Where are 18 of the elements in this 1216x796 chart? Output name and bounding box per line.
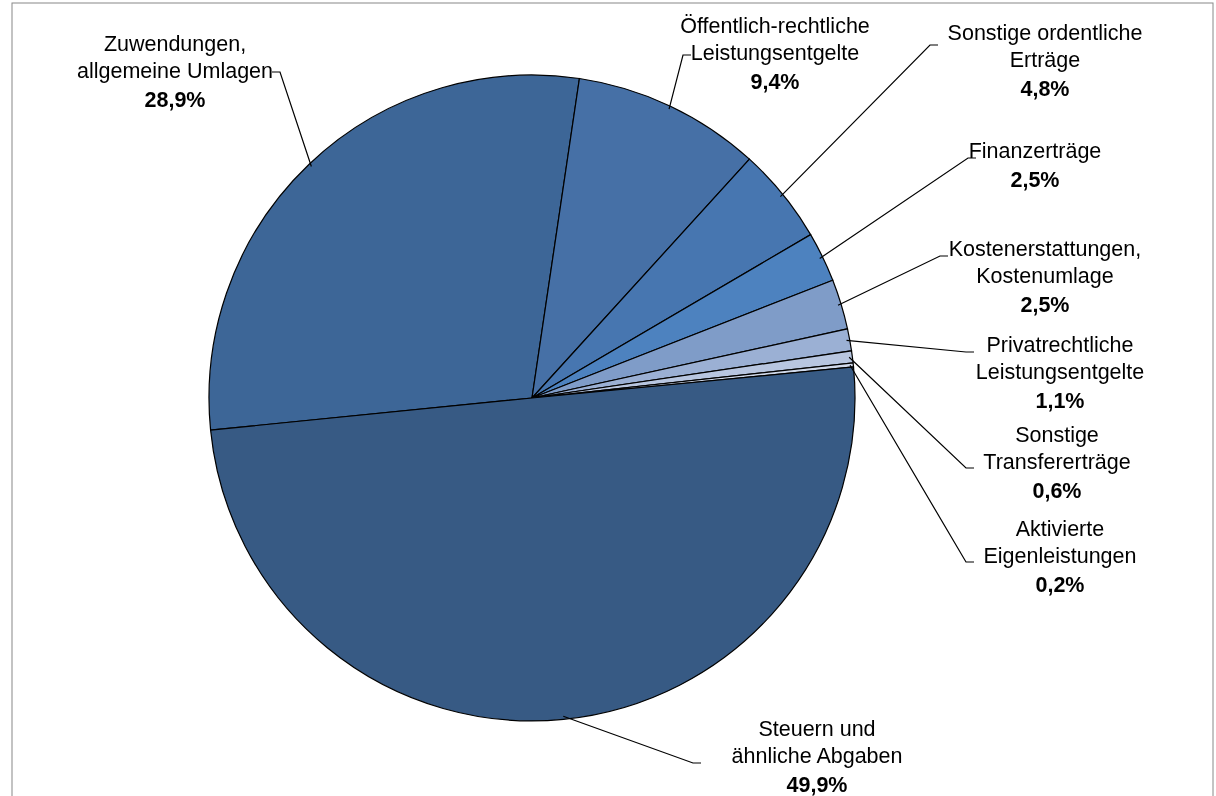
data-label: 0,6% [1032,479,1082,503]
data-label: 28,9% [144,88,206,112]
data-label: 2,5% [1020,293,1070,317]
data-label: 9,4% [750,70,800,94]
slice-label: Öffentlich-rechtliche Leistungsentgelte [680,14,870,65]
data-label: 0,2% [1035,573,1085,597]
data-label: 2,5% [1010,168,1060,192]
data-label: 49,9% [786,773,848,796]
data-label: 4,8% [1020,77,1070,101]
slice-label: Steuern und ähnliche Abgaben [731,717,903,768]
slice-label: Finanzerträge [968,139,1102,163]
slice-label: Sonstige Transfererträge [983,423,1131,474]
data-label: 1,1% [1035,389,1085,413]
slice-label: Zuwendungen, allgemeine Umlagen [77,32,273,83]
slice-label: Aktivierte Eigenleistungen [983,517,1137,568]
slice-label: Privatrechtliche Leistungsentgelte [975,333,1145,384]
slice-label: Sonstige ordentliche Erträge [947,21,1143,72]
slice-label: Kostenerstattungen, Kostenumlage [948,237,1142,288]
